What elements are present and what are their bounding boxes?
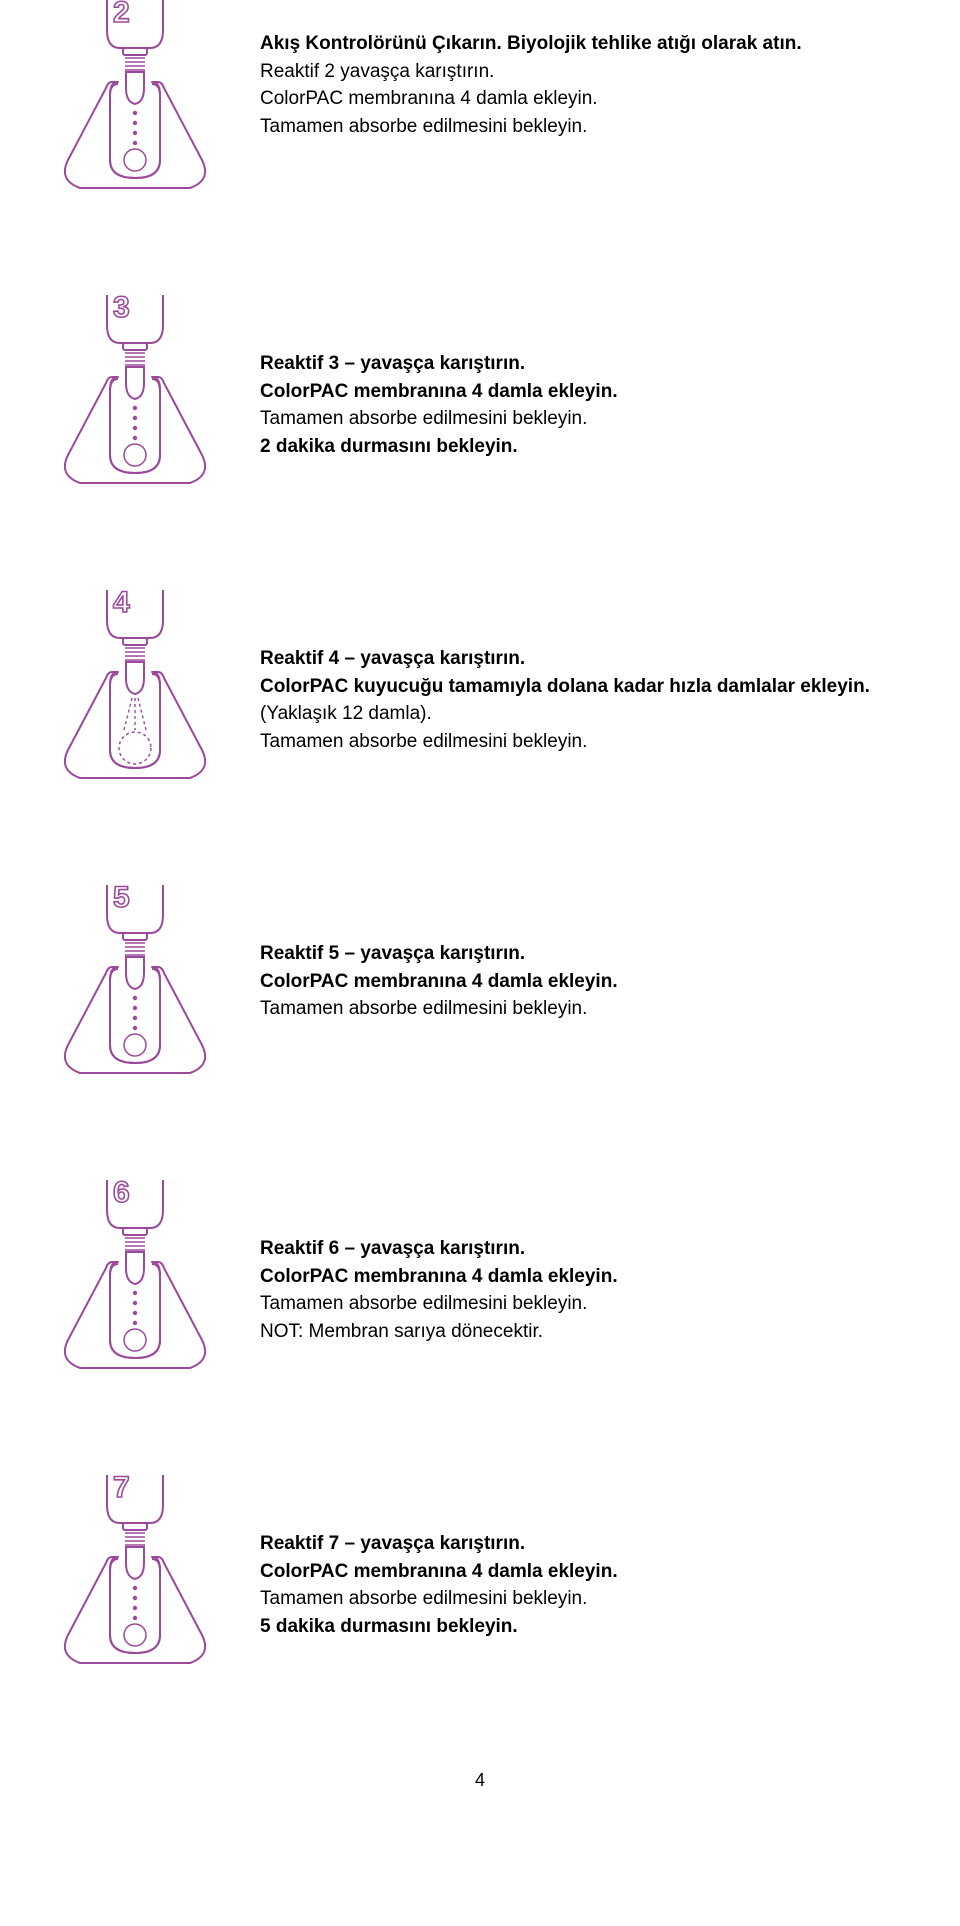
step-6: 6 Reaktif 6 – yavaşça karıştırın.ColorPA…	[50, 1180, 910, 1385]
step-text-line: Reaktif 5 – yavaşça karıştırın.	[260, 940, 910, 968]
step-text-line: (Yaklaşık 12 damla).	[260, 700, 910, 728]
step-text-line: Reaktif 3 – yavaşça karıştırın.	[260, 350, 910, 378]
step-text-line: ColorPAC kuyucuğu tamamıyla dolana kadar…	[260, 673, 910, 701]
step-diagram-icon: 2	[50, 0, 220, 205]
step-text-line: ColorPAC membranına 4 damla ekleyin.	[260, 85, 910, 113]
svg-text:4: 4	[113, 590, 130, 619]
step-diagram-icon: 7	[50, 1475, 220, 1680]
step-text-line: 5 dakika durmasını bekleyin.	[260, 1613, 910, 1641]
step-text: Reaktif 7 – yavaşça karıştırın.ColorPAC …	[260, 1475, 910, 1640]
step-diagram-icon: 4	[50, 590, 220, 795]
svg-text:7: 7	[113, 1475, 130, 1504]
step-text-line: ColorPAC membranına 4 damla ekleyin.	[260, 1558, 910, 1586]
step-7: 7 Reaktif 7 – yavaşça karıştırın.ColorPA…	[50, 1475, 910, 1680]
step-text: Reaktif 4 – yavaşça karıştırın.ColorPAC …	[260, 590, 910, 755]
step-text-line: Tamamen absorbe edilmesini bekleyin.	[260, 405, 910, 433]
step-text-line: Tamamen absorbe edilmesini bekleyin.	[260, 1290, 910, 1318]
step-3: 3 Reaktif 3 – yavaşça karıştırın.ColorPA…	[50, 295, 910, 500]
step-text-line: Reaktif 4 – yavaşça karıştırın.	[260, 645, 910, 673]
steps-container: 2 Akış Kontrolörünü Çıkarın. Biyolojik t…	[50, 0, 910, 1680]
step-text-line: Akış Kontrolörünü Çıkarın. Biyolojik teh…	[260, 30, 910, 58]
step-diagram-icon: 6	[50, 1180, 220, 1385]
svg-text:2: 2	[113, 0, 130, 29]
step-4: 4 Reaktif 4 – yavaşça karıştırın.ColorPA…	[50, 590, 910, 795]
step-2: 2 Akış Kontrolörünü Çıkarın. Biyolojik t…	[50, 0, 910, 205]
step-5: 5 Reaktif 5 – yavaşça karıştırın.ColorPA…	[50, 885, 910, 1090]
step-text-line: Tamamen absorbe edilmesini bekleyin.	[260, 728, 910, 756]
step-text-line: NOT: Membran sarıya dönecektir.	[260, 1318, 910, 1346]
step-text-line: Tamamen absorbe edilmesini bekleyin.	[260, 113, 910, 141]
step-diagram-icon: 5	[50, 885, 220, 1090]
step-text-line: ColorPAC membranına 4 damla ekleyin.	[260, 1263, 910, 1291]
step-text: Reaktif 5 – yavaşça karıştırın.ColorPAC …	[260, 885, 910, 1023]
step-diagram-icon: 3	[50, 295, 220, 500]
step-text-line: Reaktif 2 yavaşça karıştırın.	[260, 58, 910, 86]
svg-text:5: 5	[113, 885, 130, 914]
svg-text:6: 6	[113, 1180, 130, 1209]
step-text: Reaktif 3 – yavaşça karıştırın.ColorPAC …	[260, 295, 910, 460]
step-text-line: ColorPAC membranına 4 damla ekleyin.	[260, 378, 910, 406]
page-number: 4	[50, 1770, 910, 1791]
svg-text:3: 3	[113, 295, 130, 324]
step-text: Akış Kontrolörünü Çıkarın. Biyolojik teh…	[260, 0, 910, 140]
step-text: Reaktif 6 – yavaşça karıştırın.ColorPAC …	[260, 1180, 910, 1345]
step-text-line: 2 dakika durmasını bekleyin.	[260, 433, 910, 461]
step-text-line: ColorPAC membranına 4 damla ekleyin.	[260, 968, 910, 996]
step-text-line: Tamamen absorbe edilmesini bekleyin.	[260, 995, 910, 1023]
step-text-line: Reaktif 7 – yavaşça karıştırın.	[260, 1530, 910, 1558]
step-text-line: Reaktif 6 – yavaşça karıştırın.	[260, 1235, 910, 1263]
step-text-line: Tamamen absorbe edilmesini bekleyin.	[260, 1585, 910, 1613]
